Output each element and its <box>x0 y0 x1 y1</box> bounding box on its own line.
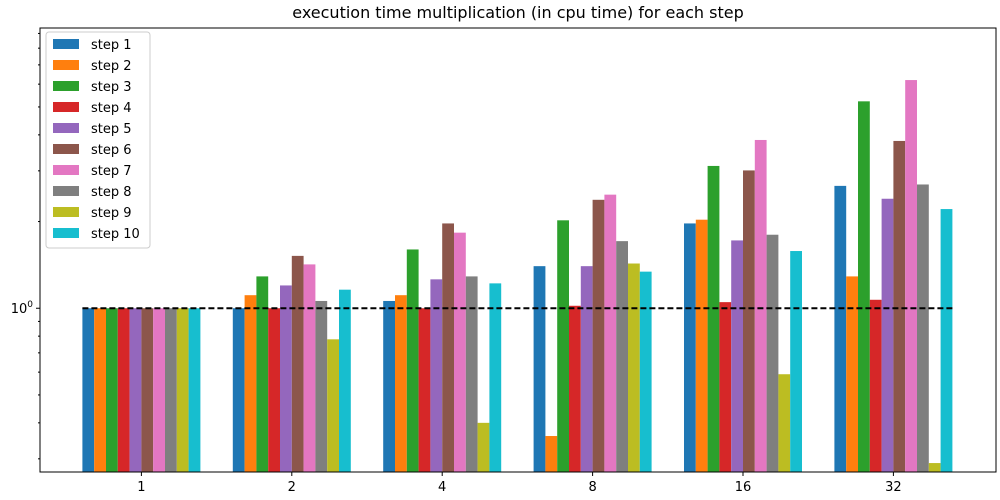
bar-step-9-x32 <box>928 463 941 472</box>
legend-swatch <box>53 186 79 196</box>
bar-step-8-x1 <box>165 308 177 472</box>
bar-step-7-x1 <box>153 308 165 472</box>
legend-swatch <box>53 60 79 70</box>
legend-swatch <box>53 228 79 238</box>
legend-swatch <box>53 102 79 112</box>
bar-step-9-x2 <box>327 339 339 472</box>
bar-step-2-x16 <box>695 219 708 472</box>
bar-step-3-x32 <box>858 101 870 472</box>
bar-step-7-x4 <box>454 232 466 472</box>
bar-step-5-x16 <box>731 240 743 472</box>
x-tick-label: 32 <box>885 480 902 495</box>
bar-step-8-x2 <box>315 300 328 472</box>
legend: step 1 step 2 step 3 step 4 step 5 step 6 step… <box>45 31 151 249</box>
axes-frame <box>39 27 997 473</box>
bar-step-3-x4 <box>406 249 419 472</box>
legend-label: step 3 <box>91 80 132 95</box>
legend-swatch <box>53 165 79 175</box>
bar-step-4-x1 <box>117 308 130 472</box>
bar-step-9-x4 <box>477 422 490 472</box>
x-tick-label: 8 <box>588 480 596 495</box>
bar-step-5-x4 <box>430 279 443 472</box>
x-axis: 1 2 4 8 16 32 <box>137 472 902 495</box>
bar-step-8-x4 <box>465 276 478 472</box>
legend-swatch <box>53 39 79 49</box>
x-tick-label: 4 <box>438 480 446 495</box>
bar-step-4-x4 <box>418 308 431 472</box>
legend-label: step 4 <box>91 101 132 116</box>
bar-step-5-x32 <box>881 198 894 472</box>
bar-step-4-x16 <box>719 302 732 472</box>
bar-step-6-x32 <box>893 140 906 472</box>
bar-step-10-x8 <box>639 271 652 472</box>
legend-swatch <box>53 207 79 217</box>
legend-label: step 7 <box>91 164 132 179</box>
bar-step-6-x16 <box>743 170 755 473</box>
bar-step-1-x8 <box>533 266 546 472</box>
bar-step-7-x16 <box>754 139 767 472</box>
bar-step-7-x8 <box>604 194 617 472</box>
bar-step-9-x8 <box>628 263 640 472</box>
bar-step-10-x16 <box>790 251 802 472</box>
bar-step-8-x16 <box>766 234 779 472</box>
legend-swatch <box>53 123 79 133</box>
bar-step-7-x2 <box>303 264 316 472</box>
x-tick-label: 1 <box>137 480 145 495</box>
bar-step-10-x1 <box>188 308 201 472</box>
bar-step-3-x8 <box>557 220 569 472</box>
bar-step-3-x2 <box>256 276 269 472</box>
legend-label: step 6 <box>91 143 132 158</box>
bar-step-2-x2 <box>244 295 257 472</box>
bar-step-6-x4 <box>442 223 454 472</box>
bar-step-10-x32 <box>940 209 953 472</box>
bar-step-5-x2 <box>280 285 292 472</box>
bar-step-2-x4 <box>395 295 407 472</box>
legend-label: step 1 <box>91 38 132 53</box>
bar-step-1-x2 <box>232 308 245 472</box>
bar-step-7-x32 <box>905 80 917 473</box>
legend-label: step 9 <box>91 206 132 221</box>
bar-step-6-x1 <box>141 308 154 472</box>
legend-label: step 8 <box>91 185 132 200</box>
bar-step-2-x8 <box>545 436 558 472</box>
x-tick-label: 16 <box>735 480 752 495</box>
bar-step-1-x32 <box>834 185 847 472</box>
bar-step-6-x8 <box>592 199 605 473</box>
bar-step-5-x1 <box>129 308 142 472</box>
legend-swatch <box>53 144 79 154</box>
legend-swatch <box>53 81 79 91</box>
bar-step-8-x32 <box>917 184 929 473</box>
bar-step-1-x4 <box>383 300 395 472</box>
y-axis: 100 <box>11 32 40 460</box>
bar-step-8-x8 <box>616 241 628 472</box>
x-tick-label: 2 <box>288 480 296 495</box>
bar-step-4-x2 <box>268 308 280 472</box>
legend-label: step 5 <box>91 122 132 137</box>
bar-step-10-x2 <box>339 289 351 472</box>
bar-step-4-x32 <box>869 299 882 472</box>
bar-step-9-x16 <box>778 374 791 472</box>
bar-step-1-x16 <box>684 223 696 472</box>
bar-step-3-x1 <box>106 308 118 472</box>
bar-step-6-x2 <box>291 255 304 472</box>
legend-label: step 10 <box>91 227 140 242</box>
bar-step-2-x32 <box>846 276 858 472</box>
bar-step-1-x1 <box>82 308 95 472</box>
legend-label: step 2 <box>91 59 132 74</box>
chart-title: execution time multiplication (in cpu ti… <box>292 3 744 22</box>
bar-step-9-x1 <box>176 308 189 472</box>
bar-step-10-x4 <box>489 283 502 472</box>
y-tick-label: 100 <box>11 300 34 317</box>
bar-step-3-x16 <box>707 165 720 472</box>
bar-step-5-x8 <box>580 266 593 472</box>
bar-step-2-x1 <box>94 308 106 472</box>
bar-step-4-x8 <box>569 305 581 472</box>
bars <box>82 80 953 473</box>
